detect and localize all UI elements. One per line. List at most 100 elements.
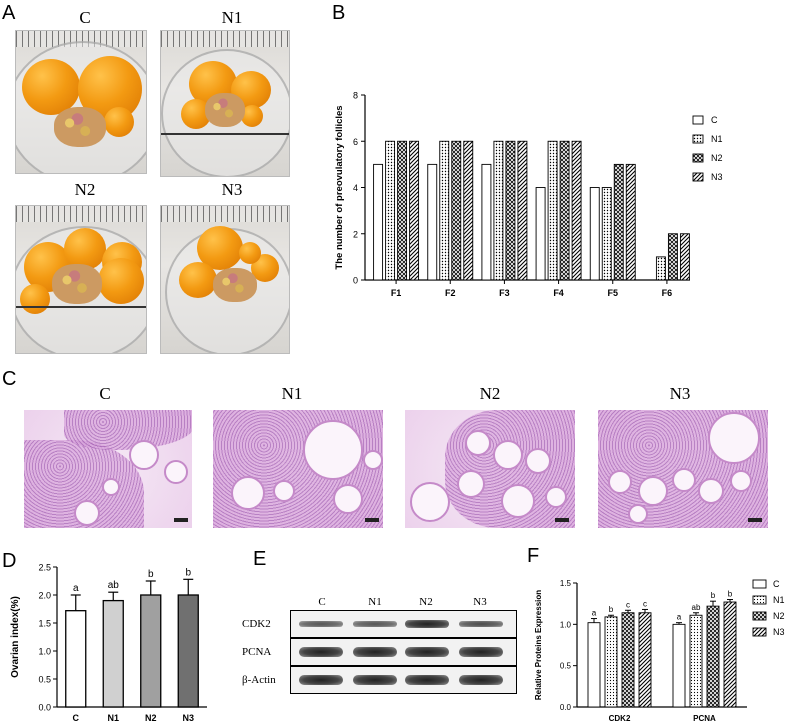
bar-b (589, 187, 600, 281)
chart-f: 0.0 0.5 1.0 1.5 Relative Proteins Expression… (534, 579, 785, 723)
significance-letter-f: b (609, 605, 614, 614)
panel-c-label: C (2, 368, 17, 390)
bar-b (409, 140, 420, 281)
bar-f (723, 601, 737, 708)
bar-f (638, 612, 652, 708)
significance-letter-d: ab (108, 580, 120, 591)
blot-lane-c: C (318, 596, 326, 608)
bar-f (621, 612, 635, 708)
x-tick-label-b: F6 (662, 288, 673, 298)
x-tick-label-b: F1 (391, 288, 402, 298)
bar-b (385, 140, 396, 281)
bar-b (679, 233, 690, 281)
legend-swatch-b (692, 115, 704, 125)
significance-letter-f: c (626, 600, 630, 609)
bar-b (655, 256, 666, 281)
ovary-photo-n3 (160, 205, 290, 354)
bar-b (547, 140, 558, 281)
x-tick-label-d: C (73, 713, 80, 723)
histo-title-c: C (99, 384, 111, 403)
legend-swatch-b (692, 134, 704, 144)
bar-d (102, 599, 124, 708)
bar-b (535, 187, 546, 281)
y-tick-label-f: 0.5 (560, 662, 572, 671)
y-tick-label-d: 0.5 (38, 675, 51, 685)
blot-row-pcna (290, 638, 517, 666)
photo-title-c: C (79, 8, 91, 27)
bar-b (517, 140, 528, 281)
bar-f (587, 622, 601, 708)
histo-title-n2: N2 (479, 384, 501, 403)
bar-b (667, 233, 678, 281)
legend-swatch-f (752, 579, 767, 589)
photo-title-n1: N1 (221, 8, 243, 27)
panel-f-label: F (527, 545, 540, 567)
bar-f (706, 605, 720, 708)
histo-title-n1: N1 (281, 384, 303, 403)
blot-lane-n2: N2 (419, 596, 433, 608)
ovary-photo-n1 (160, 30, 290, 177)
bar-b (559, 140, 570, 281)
histology-n3 (598, 410, 768, 528)
histology-n1 (213, 410, 383, 528)
y-tick-label-d: 0.0 (38, 703, 51, 713)
x-tick-label-d: N3 (182, 713, 194, 723)
significance-letter-d: b (148, 569, 154, 580)
blot-label-pcna: PCNA (242, 646, 272, 658)
legend-label-b: N3 (711, 172, 723, 182)
bar-b (505, 140, 516, 281)
bar-b (373, 163, 384, 281)
x-tick-label-b: F3 (499, 288, 510, 298)
ovary-photo-c (15, 30, 147, 174)
bar-b (439, 140, 450, 281)
y-tick-label-d: 2.5 (38, 563, 51, 573)
bar-b (481, 163, 492, 281)
bar-b (397, 140, 408, 281)
significance-letter-f: ab (692, 603, 701, 612)
significance-letter-f: a (677, 613, 682, 622)
chart-b: 0 2 4 6 8 The number of preovulatory follicle… (334, 91, 723, 299)
y-tick-label-d: 1.0 (38, 647, 51, 657)
bar-d (177, 594, 199, 708)
photo-title-n3: N3 (221, 180, 243, 199)
x-tick-label-f: CDK2 (609, 714, 631, 723)
bar-b (625, 163, 636, 281)
significance-letter-f: a (592, 609, 597, 618)
bar-b (601, 187, 612, 281)
blot-label-actin: β-Actin (242, 674, 276, 686)
y-tick-label-f: 1.0 (560, 620, 572, 629)
legend-swatch-b (692, 172, 704, 182)
legend-label-f: N1 (773, 595, 785, 605)
histology-c (24, 410, 192, 528)
histology-n2 (405, 410, 575, 528)
legend-swatch-f (752, 627, 767, 637)
significance-letter-d: a (73, 583, 79, 594)
significance-letter-d: b (185, 567, 191, 578)
histo-title-n3: N3 (669, 384, 691, 403)
y-tick-label-b: 2 (353, 229, 358, 239)
x-tick-label-f: PCNA (693, 714, 716, 723)
y-axis-title-f: Relative Proteins Expression (534, 590, 543, 700)
bar-f (604, 616, 618, 708)
ovary-photo-n2 (15, 205, 147, 354)
legend-label-f: C (773, 579, 780, 589)
y-tick-label-b: 4 (353, 183, 358, 193)
y-axis-title-d: Ovarian index(%) (10, 596, 21, 678)
legend-label-b: C (711, 115, 718, 125)
legend-swatch-b (692, 153, 704, 163)
blot-label-cdk2: CDK2 (242, 618, 271, 630)
blot-lane-n1: N1 (368, 596, 382, 608)
legend-label-f: N2 (773, 611, 785, 621)
y-tick-label-f: 1.5 (560, 579, 572, 588)
legend-swatch-f (752, 595, 767, 605)
x-tick-label-b: F5 (607, 288, 618, 298)
blot-row-cdk2 (290, 610, 517, 638)
y-tick-label-d: 1.5 (38, 619, 51, 629)
panel-a-label: A (2, 2, 16, 24)
y-axis-title-b: The number of preovulatory follicles (334, 105, 345, 269)
bar-d (140, 594, 162, 708)
x-tick-label-b: F2 (445, 288, 456, 298)
legend-label-f: N3 (773, 627, 785, 637)
y-tick-label-f: 0.0 (560, 703, 572, 712)
blot-row-actin (290, 666, 517, 694)
